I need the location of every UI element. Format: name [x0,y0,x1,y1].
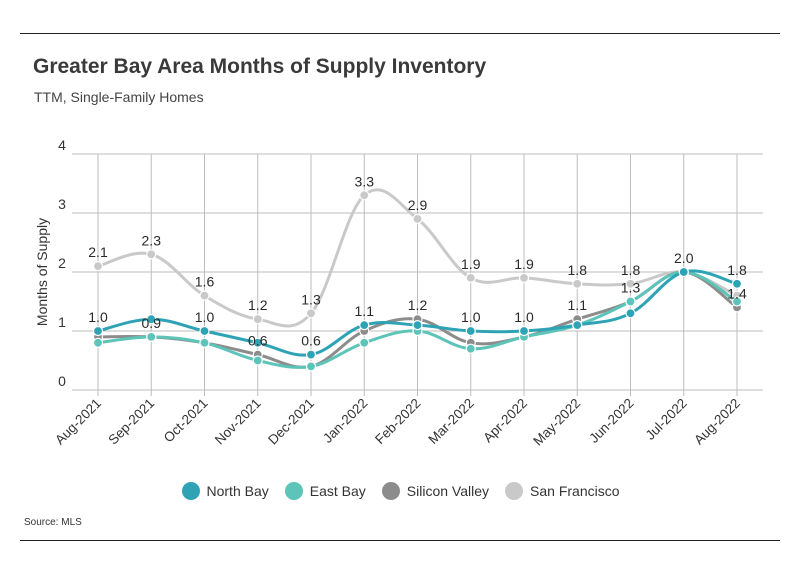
silicon-valley-data-label: 1.1 [568,297,588,313]
legend-label: North Bay [206,483,269,499]
east-bay-point [146,331,157,342]
legend-label: Silicon Valley [406,483,490,499]
data-labels-layer: 1.0 1.0 0.6 1.1 1.0 1.0 2.0 1.8 0.9 0.6 1.2 1.1 1.3 1… [88,173,747,348]
east-bay-point [92,337,104,348]
x-tick-label: Mar-2022 [425,396,476,447]
top-rule [20,33,780,34]
east-bay-point [252,355,263,366]
san-francisco-data-label: 2.1 [88,244,108,260]
x-tick-label: Jun-2022 [586,396,636,446]
x-tick-label: Nov-2021 [212,396,264,448]
north-bay-point [518,325,530,337]
y-tick-label: 1 [58,314,66,330]
y-axis-label: Months of Supply [34,218,50,326]
x-tick-label: Aug-2022 [691,396,743,448]
x-tick-label: Oct-2021 [161,396,211,446]
san-francisco-point [92,261,104,272]
x-tick-label: Jan-2022 [320,396,370,446]
san-francisco-data-label: 3.3 [355,173,375,189]
north-bay-point [359,320,370,331]
san-francisco-data-label: 1.6 [195,274,215,290]
north-bay-data-label: 2.0 [674,250,694,266]
san-francisco-data-label: 2.3 [142,232,162,248]
series-points-layer [92,190,743,372]
east-bay-point [731,296,743,307]
legend: North Bay East Bay Silicon Valley San Franc… [0,482,801,500]
north-bay-point [731,278,743,289]
east-bay-point [625,296,636,307]
y-tick-label: 3 [58,196,66,212]
legend-swatch [381,482,400,500]
north-bay-point [625,308,636,319]
x-tick-label: Apr-2022 [480,396,530,446]
legend-item-east-bay: East Bay [284,482,366,500]
y-tick-label: 2 [58,255,66,271]
legend-swatch [181,482,200,500]
source-note: Source: MLS [24,517,82,528]
san-francisco-data-label: 1.3 [301,291,321,307]
san-francisco-data-label: 1.2 [248,297,268,313]
san-francisco-data-label: 1.8 [568,262,588,278]
north-bay-point [305,349,317,360]
san-francisco-point [625,278,636,289]
san-francisco-point [465,272,476,283]
north-bay-point [199,325,210,337]
x-tick-label: Jul-2022 [643,396,690,443]
east-bay-point [199,337,210,348]
silicon-valley-data-label: 1.4 [727,285,747,301]
east-bay-point [465,343,476,354]
silicon-valley-data-label: 1.2 [408,297,428,313]
san-francisco-point [252,314,263,325]
north-bay-point [146,314,157,325]
silicon-valley-data-label: 0.9 [142,315,162,331]
chart-subtitle: TTM, Single-Family Homes [34,89,204,105]
silicon-valley-data-label: 0.6 [248,333,268,349]
san-francisco-data-label: 1.9 [514,256,534,272]
north-bay-data-label: 1.8 [727,262,747,278]
north-bay-data-label: 0.6 [301,333,321,349]
east-bay-point [305,361,317,372]
x-tick-label: Sep-2021 [105,396,157,448]
north-bay-point [252,337,263,348]
x-tick-label: Aug-2021 [52,396,104,448]
legend-swatch [505,482,524,500]
san-francisco-point [305,308,317,319]
east-bay-point [359,337,370,348]
north-bay-point [465,325,476,337]
x-tick-label: Dec-2021 [265,396,317,448]
north-bay-data-label: 1.0 [461,309,481,325]
san-francisco-point [359,190,370,201]
north-bay-data-label: 1.0 [514,309,534,325]
legend-swatch [284,482,303,500]
bottom-rule [20,540,780,541]
silicon-valley-data-label: 1.3 [621,280,641,296]
north-bay-data-label: 1.0 [195,309,215,325]
legend-item-north-bay: North Bay [181,482,269,500]
san-francisco-point [572,278,583,289]
north-bay-point [678,266,689,278]
legend-label: East Bay [309,483,366,499]
san-francisco-data-label: 1.9 [461,256,481,272]
san-francisco-data-label: 2.9 [408,197,428,213]
north-bay-point [412,320,423,331]
san-francisco-data-label: 1.8 [621,262,641,278]
san-francisco-point [412,213,423,224]
x-tick-label: May-2022 [530,396,583,449]
legend-label: San Francisco [530,483,620,499]
north-bay-point [572,320,583,331]
chart-title: Greater Bay Area Months of Supply Invent… [33,55,487,78]
y-tick-label: 4 [58,137,66,153]
north-bay-point [92,325,104,337]
legend-item-silicon-valley: Silicon Valley [381,482,490,500]
legend-item-san-francisco: San Francisco [505,482,620,500]
y-tick-label: 0 [58,373,66,389]
san-francisco-point [518,272,530,283]
san-francisco-point [199,290,210,301]
north-bay-data-label: 1.0 [88,309,108,325]
north-bay-data-label: 1.1 [355,303,375,319]
x-tick-label: Feb-2022 [372,396,423,447]
san-francisco-point [146,249,157,260]
